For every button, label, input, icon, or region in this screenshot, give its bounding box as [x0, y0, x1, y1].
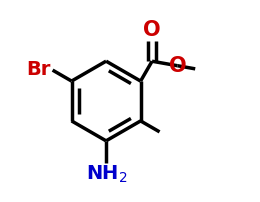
Text: NH$_2$: NH$_2$: [86, 164, 128, 185]
Text: Br: Br: [26, 60, 51, 79]
Text: O: O: [169, 56, 186, 76]
Text: O: O: [143, 20, 161, 40]
